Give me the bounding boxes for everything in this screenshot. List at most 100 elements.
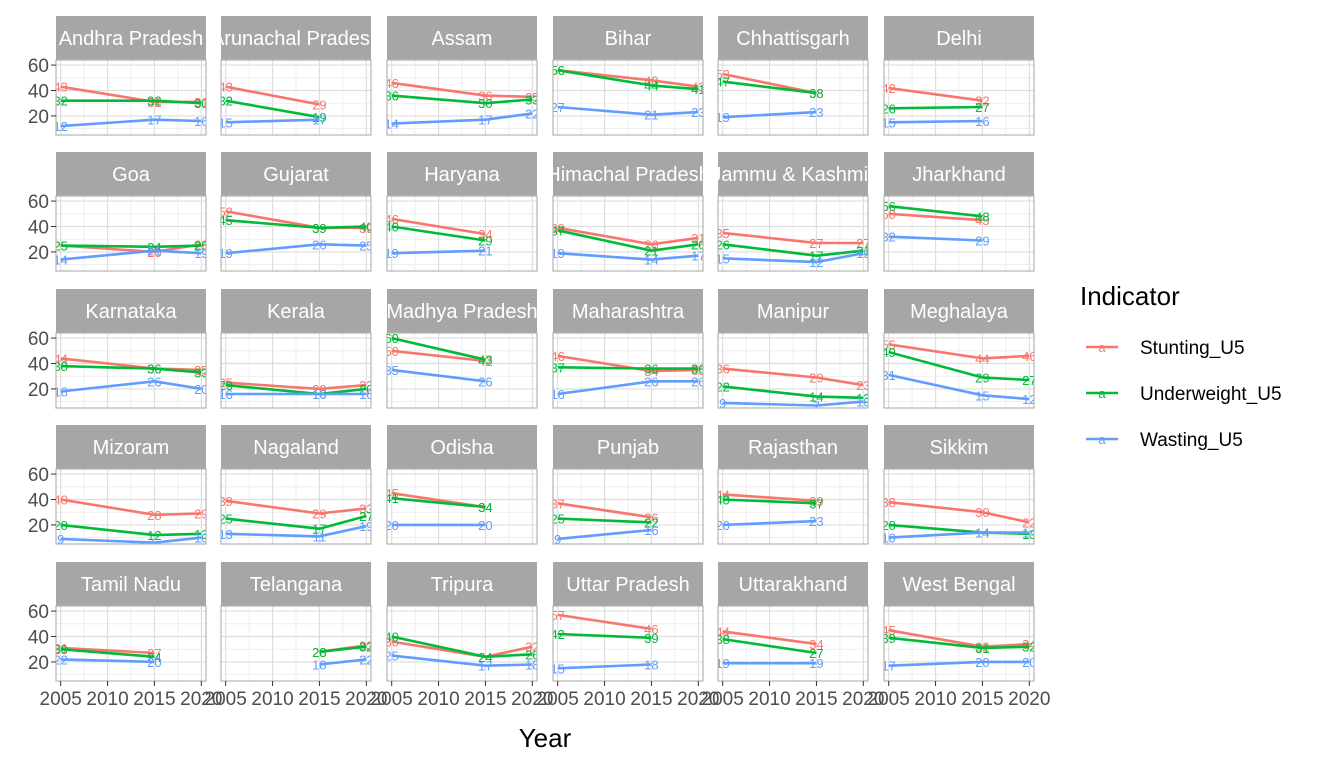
series-line-wasting — [722, 519, 817, 527]
point-label-stunting: 43 — [218, 80, 232, 95]
point-label-stunting: 36 — [715, 362, 729, 377]
panel-border — [552, 605, 704, 682]
point-label-underweight: 37 — [550, 360, 564, 375]
point-label-wasting: 19 — [218, 246, 232, 261]
point-label-stunting: 23 — [359, 378, 373, 393]
x-tick-label: 2015 — [298, 689, 340, 710]
facet-strip — [884, 289, 1034, 333]
point-label-wasting: 12 — [809, 255, 823, 270]
point-label-underweight: 40 — [359, 220, 373, 235]
x-tick-label: 2015 — [961, 689, 1003, 710]
point-label-underweight: 13 — [194, 527, 208, 542]
panel-border — [55, 605, 207, 682]
x-tick-label: 2020 — [345, 689, 387, 710]
legend-label: Stunting_U5 — [1140, 338, 1245, 359]
point-label-underweight: 33 — [194, 365, 208, 380]
point-label-wasting: 26 — [644, 374, 658, 389]
y-tick-label: 40 — [28, 355, 49, 376]
point-label-stunting: 44 — [715, 624, 729, 639]
series-line-stunting — [557, 68, 699, 88]
point-label-wasting: 15 — [218, 115, 232, 130]
y-tick-label: 20 — [28, 243, 49, 264]
point-label-stunting: 29 — [312, 98, 326, 113]
facet-strip — [718, 425, 868, 469]
series-line-wasting — [888, 235, 983, 242]
point-label-stunting: 44 — [715, 487, 729, 502]
legend-item-stunting: a Stunting_U5 — [1086, 338, 1245, 359]
series-line-underweight — [557, 68, 699, 91]
series-line-wasting — [722, 251, 864, 264]
panel-plot-area: 39 29 33 25 17 27 13 11 19 — [221, 469, 371, 544]
point-label-wasting: 16 — [312, 387, 326, 402]
point-label-stunting: 32 — [525, 640, 539, 655]
facet-strip-label: Mizoram — [93, 437, 170, 459]
point-label-stunting: 22 — [1022, 515, 1036, 530]
series-line-wasting — [888, 119, 983, 124]
y-tick-label: 60 — [28, 465, 49, 486]
panel-border — [883, 195, 1035, 272]
panel-border — [55, 59, 207, 136]
facet-strip-label: Uttar Pradesh — [566, 574, 689, 596]
point-label-stunting: 46 — [1022, 349, 1036, 364]
series-line-underweight — [557, 229, 699, 252]
point-label-underweight: 26 — [525, 647, 539, 662]
x-tick-label: 2010 — [86, 689, 128, 710]
facet-panel-nagaland: Nagaland 39 29 33 25 17 27 13 11 19 — [220, 425, 372, 545]
facet-strip — [221, 425, 371, 469]
facet-strip-label: Nagaland — [253, 437, 339, 459]
point-label-underweight: 37 — [550, 223, 564, 238]
series-line-underweight — [319, 645, 367, 654]
point-label-stunting: 32 — [975, 94, 989, 109]
point-label-underweight: 32 — [359, 640, 373, 655]
panel-plot-area: 35 27 27 26 17 21 15 12 19 — [715, 196, 870, 271]
facet-strip — [718, 16, 868, 60]
panel-border — [717, 195, 869, 272]
point-label-wasting: 35 — [384, 363, 398, 378]
facet-strip — [387, 16, 537, 60]
point-label-underweight: 32 — [53, 94, 67, 109]
point-label-underweight: 27 — [809, 646, 823, 661]
point-label-underweight: 42 — [550, 627, 564, 642]
x-tick-label: 2020 — [180, 689, 222, 710]
point-label-stunting: 45 — [881, 623, 895, 638]
series-line-stunting — [722, 231, 864, 245]
y-tick-label: 20 — [28, 653, 49, 674]
panel-border — [220, 468, 372, 545]
x-tick-label: 2015 — [464, 689, 506, 710]
point-label-underweight: 48 — [975, 209, 989, 224]
facet-strip-label: Punjab — [597, 437, 659, 459]
point-label-wasting: 26 — [312, 237, 326, 252]
series-line-stunting — [888, 212, 983, 222]
series-line-wasting — [60, 379, 202, 393]
point-label-wasting: 6 — [151, 536, 158, 551]
x-tick-label: 2020 — [842, 689, 884, 710]
series-line-wasting — [225, 524, 367, 538]
panel-border — [883, 468, 1035, 545]
legend-label: Wasting_U5 — [1140, 430, 1243, 451]
series-line-wasting — [60, 249, 202, 261]
series-line-stunting — [722, 630, 817, 646]
facet-strip — [884, 16, 1034, 60]
series-line-underweight — [391, 635, 533, 659]
point-label-underweight: 21 — [856, 244, 870, 259]
point-label-wasting: 29 — [975, 234, 989, 249]
point-label-wasting: 14 — [975, 526, 989, 541]
legend-key-glyph: a — [1098, 340, 1106, 355]
point-label-stunting: 38 — [881, 495, 895, 510]
point-label-stunting: 28 — [312, 645, 326, 660]
point-label-underweight: 17 — [809, 249, 823, 264]
x-tick-label: 2005 — [702, 689, 744, 710]
point-label-underweight: 39 — [644, 631, 658, 646]
point-label-underweight: 26 — [715, 237, 729, 252]
point-label-wasting: 16 — [975, 114, 989, 129]
point-label-underweight: 40 — [715, 493, 729, 508]
series-line-underweight — [888, 636, 1030, 650]
point-label-wasting: 17 — [881, 659, 895, 674]
